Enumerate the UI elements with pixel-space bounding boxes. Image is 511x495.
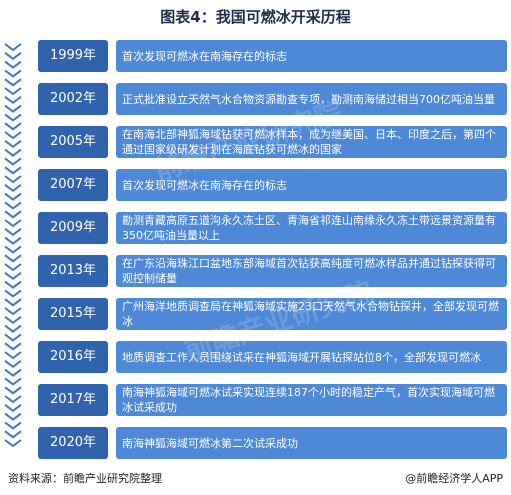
- event-description: 勘测青藏高原五道沟永久冻土区、青海省祁连山南缘永久冻土带远景资源量有350亿吨油…: [116, 212, 507, 244]
- chevron-down-icon: [4, 192, 22, 201]
- event-description-text: 首次发现可燃冰在南海存在的标志: [122, 49, 287, 63]
- chevron-down-icon: [4, 140, 22, 149]
- chevron-down-icon: [4, 245, 22, 254]
- year-label: 2002年: [38, 83, 108, 115]
- chevron-down-icon: [4, 272, 22, 281]
- event-description: 广州海洋地质调查局在神狐海域实施23口天然气水合物钻探井，全部发现可燃冰: [116, 298, 507, 330]
- chevron-down-icon: [4, 201, 22, 210]
- chevron-down-icon: [4, 430, 22, 439]
- event-description: 首次发现可燃冰在南海存在的标志: [116, 40, 507, 72]
- chevron-down-icon: [4, 395, 22, 404]
- chevron-down-icon: [4, 87, 22, 96]
- event-description-text: 正式批准设立天然气水合物资源勘查专项，勘测南海储过相当700亿吨油当量: [122, 92, 495, 106]
- event-description: 南海神狐海域可燃冰第二次试采成功: [116, 427, 507, 459]
- event-description-text: 南海神狐海域可燃冰试采实现连续187个小时的稳定产气，首次实现海域可燃冰试采成功: [122, 386, 495, 414]
- chevron-down-icon: [4, 228, 22, 237]
- chevron-down-icon: [4, 184, 22, 193]
- brand-credit-text: @前瞻经济学人APP: [405, 472, 503, 485]
- chevron-down-icon: [4, 60, 22, 69]
- year-label: 2007年: [38, 169, 108, 201]
- year-label: 2017年: [38, 384, 108, 416]
- event-description: 在广东沿海珠江口盆地东部海域首次钻获高纯度可燃冰样品并通过钻探获得可观控制储量: [116, 255, 507, 287]
- event-description: 首次发现可燃冰在南海存在的标志: [116, 169, 507, 201]
- chevron-down-icon: [4, 421, 22, 430]
- event-description-text: 首次发现可燃冰在南海存在的标志: [122, 178, 287, 192]
- brand-credit: @前瞻经济学人APP: [405, 470, 503, 486]
- chevron-down-icon: [4, 219, 22, 228]
- chevron-down-icon: [4, 122, 22, 131]
- year-label: 2013年: [38, 255, 108, 287]
- chevron-down-icon: [4, 368, 22, 377]
- chevron-down-icon: [4, 95, 22, 105]
- event-description-text: 南海神狐海域可燃冰第二次试采成功: [122, 436, 298, 450]
- event-description-text: 勘测青藏高原五道沟永久冻土区、青海省祁连山南缘永久冻土带远景资源量有350亿吨油…: [122, 214, 496, 242]
- chevron-down-icon: [4, 131, 22, 140]
- chevron-down-icon: [4, 113, 22, 122]
- chevron-down-icon: [4, 386, 22, 395]
- chevron-down-icon: [4, 342, 22, 351]
- year-label: 2015年: [38, 298, 108, 330]
- chevron-down-icon: [4, 52, 22, 61]
- chevron-rail: [4, 43, 22, 448]
- chevron-down-icon: [4, 289, 22, 298]
- event-description-text: 在广东沿海珠江口盆地东部海域首次钻获高纯度可燃冰样品并通过钻探获得可观控制储量: [122, 257, 496, 285]
- chevron-down-icon: [4, 104, 22, 113]
- event-description-text: 广州海洋地质调查局在神狐海域实施23口天然气水合物钻探井，全部发现可燃冰: [122, 300, 499, 328]
- chevron-down-icon: [4, 236, 22, 245]
- event-description-text: 在南海北部神狐海域钻获可燃冰样本，成为继美国、日本、印度之后，第四个通过国家级研…: [122, 128, 496, 156]
- event-description: 地质调查工作人员围绕试采在神狐海域开展钻探站位8个，全部发现可燃冰: [116, 341, 507, 373]
- chevron-down-icon: [4, 307, 22, 316]
- chevron-down-icon: [4, 157, 22, 166]
- event-description: 在南海北部神狐海域钻获可燃冰样本，成为继美国、日本、印度之后，第四个通过国家级研…: [116, 126, 507, 158]
- year-label: 2009年: [38, 212, 108, 244]
- year-label: 2005年: [38, 126, 108, 158]
- chart-title: 图表4：我国可燃冰开采历程: [160, 8, 351, 26]
- chevron-down-icon: [4, 254, 22, 263]
- chevron-down-icon: [4, 69, 22, 78]
- source-note: 资料来源：前瞻产业研究院整理: [8, 472, 162, 485]
- year-label: 1999年: [38, 40, 108, 72]
- chevron-down-icon: [4, 78, 22, 87]
- event-description: 正式批准设立天然气水合物资源勘查专项，勘测南海储过相当700亿吨油当量: [116, 83, 507, 115]
- chevron-down-icon: [4, 359, 22, 369]
- chevron-down-icon: [4, 324, 22, 333]
- chevron-down-icon: [4, 412, 22, 421]
- chevron-down-icon: [4, 377, 22, 386]
- event-description: 南海神狐海域可燃冰试采实现连续187个小时的稳定产气，首次实现海域可燃冰试采成功: [116, 384, 507, 416]
- chevron-down-icon: [4, 298, 22, 307]
- chevron-down-icon: [4, 439, 22, 448]
- chevron-down-icon: [4, 280, 22, 289]
- event-description-text: 地质调查工作人员围绕试采在神狐海域开展钻探站位8个，全部发现可燃冰: [122, 350, 481, 364]
- chevron-down-icon: [4, 351, 22, 360]
- year-label: 2020年: [38, 427, 108, 459]
- chevron-down-icon: [4, 166, 22, 175]
- chevron-down-icon: [4, 333, 22, 342]
- chevron-down-icon: [4, 403, 22, 413]
- chevron-down-icon: [4, 43, 22, 52]
- chevron-down-icon: [4, 263, 22, 272]
- chevron-down-icon: [4, 315, 22, 325]
- chevron-down-icon: [4, 148, 22, 157]
- chevron-down-icon: [4, 210, 22, 219]
- year-label: 2016年: [38, 341, 108, 373]
- chevron-down-icon: [4, 175, 22, 184]
